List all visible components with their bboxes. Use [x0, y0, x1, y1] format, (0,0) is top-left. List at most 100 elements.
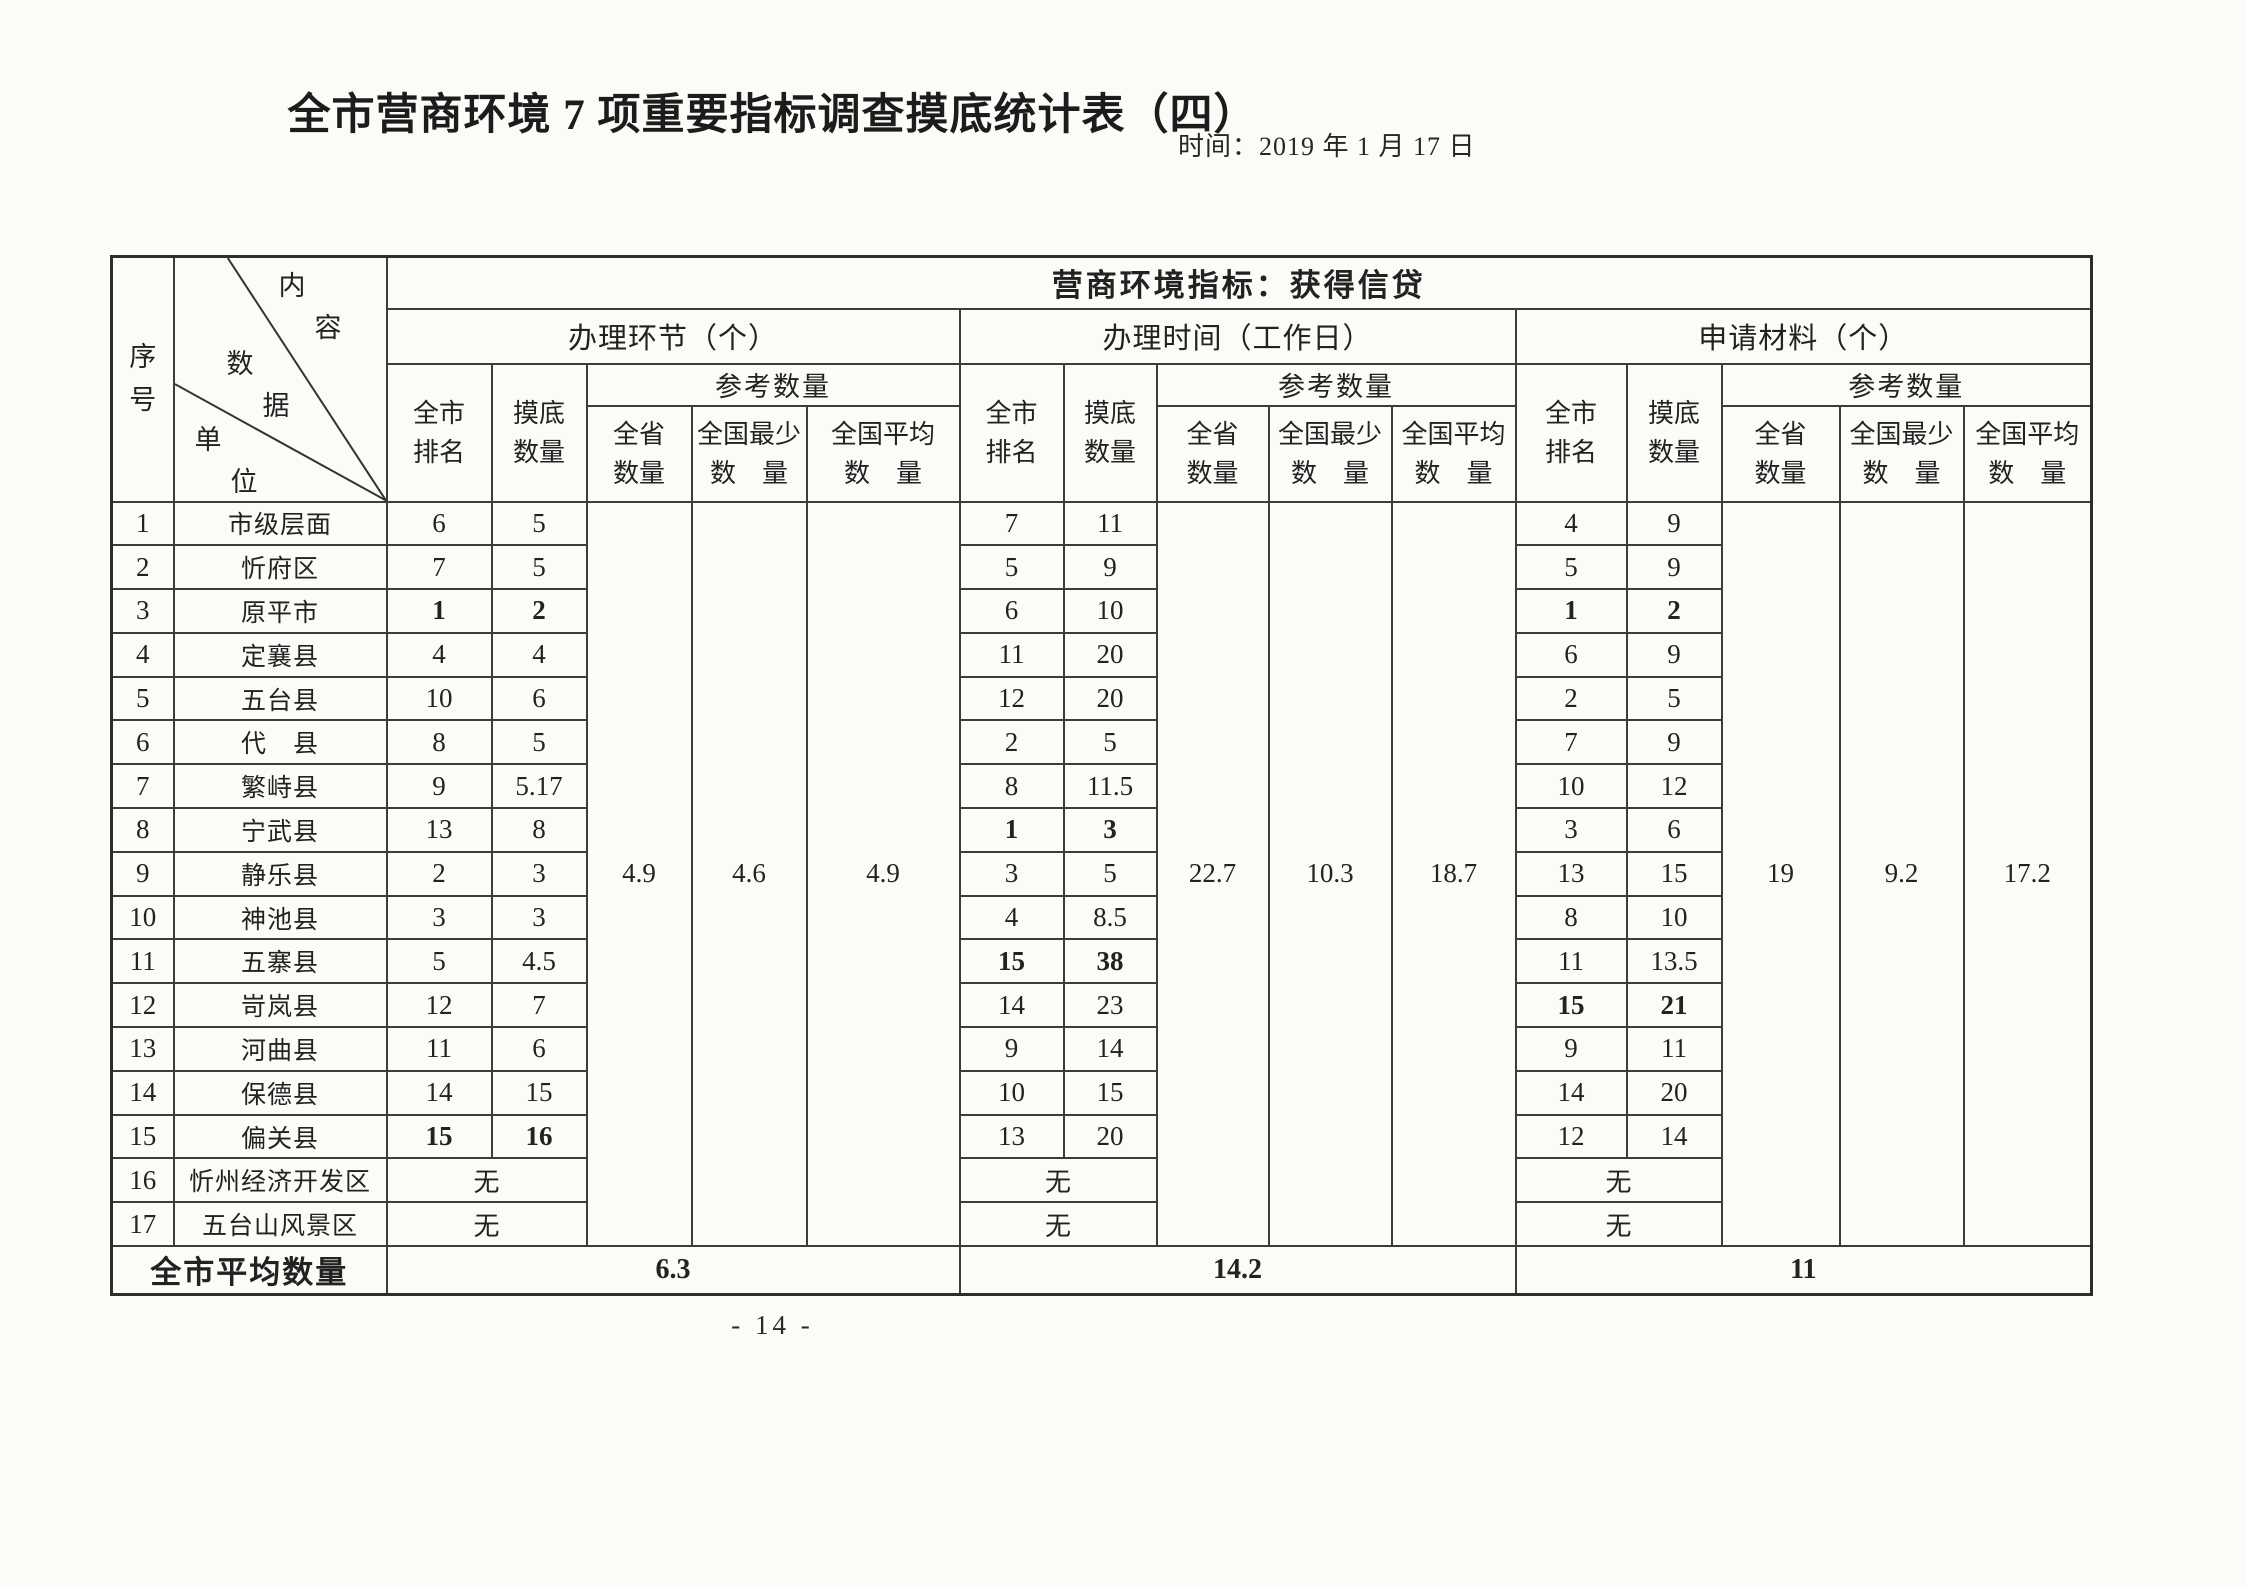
table-row: 11 五寨县 5 4.5 15 38 11 13.5: [110, 938, 2092, 985]
rank-value-cell: 8: [1514, 894, 1628, 941]
row-number-cell: 10: [110, 894, 175, 941]
col-header-city-rank: 全市 排名: [385, 362, 493, 503]
table-row: 1 市级层面 6 5 4.9 4.6 4.9 7 11 22.7 10.3 18.7 4 9 19 9.2 17…: [110, 500, 2093, 1248]
rank-value-cell: 6: [1514, 631, 1628, 678]
rank-value-cell: 13: [958, 1113, 1065, 1160]
ref-group-header: 参考数量: [1720, 362, 2093, 407]
quantity-value-cell: 5.17: [490, 763, 588, 810]
col-header-national-min: 全国最少 数 量: [1267, 404, 1393, 503]
unit-name-cell: 岢岚县: [172, 982, 388, 1029]
col-header-province-qty: 全省 数量: [1720, 404, 1841, 503]
rank-value-cell: 2: [1514, 675, 1628, 722]
rank-value-cell: 15: [958, 938, 1065, 985]
rank-value-cell: 10: [1514, 763, 1628, 810]
quantity-value-cell: 9: [1625, 500, 1723, 547]
group-header-materials: 申请材料（个）: [1514, 307, 2093, 365]
row-number-cell: 1: [110, 500, 175, 547]
header-row-refcols: 全省 数量 全国最少 数 量 全国平均 数 量 全省 数量 全国最少 数 量 全…: [112, 404, 2093, 503]
group-header-steps: 办理环节（个）: [385, 307, 961, 365]
quantity-value-cell: 3: [490, 850, 588, 897]
quantity-value-cell: 2: [1625, 588, 1723, 634]
quantity-value-cell: 3: [490, 894, 588, 941]
quantity-value-cell: 7: [490, 982, 588, 1029]
rank-value-cell: 2: [385, 850, 493, 897]
row-number-cell: 8: [110, 807, 175, 853]
quantity-value-cell: 5: [490, 719, 588, 766]
unit-name-cell: 静乐县: [172, 850, 388, 897]
quantity-value-cell: 11.5: [1062, 763, 1158, 810]
unit-name-cell: 保德县: [172, 1069, 388, 1116]
page-title: 全市营商环境 7 项重要指标调查摸底统计表（四）: [287, 92, 1258, 139]
rank-value-cell: 5: [385, 938, 493, 985]
rank-value-cell: 12: [1514, 1113, 1628, 1160]
quantity-value-cell: 20: [1062, 1113, 1158, 1160]
table-row: 10 神池县 3 3 4 8.5 8 10: [110, 894, 2092, 941]
reference-value-cell: 19: [1720, 500, 1841, 1248]
rank-value-cell: 14: [958, 982, 1065, 1029]
group-header-time: 办理时间（工作日）: [958, 307, 1517, 365]
rank-value-cell: 6: [958, 588, 1065, 634]
quantity-value-cell: 10: [1062, 588, 1158, 634]
rank-value-cell: 12: [385, 982, 493, 1029]
no-data-cell: 无: [385, 1157, 588, 1204]
statistics-table-wrapper: 序号 内容 数据 单位 营商环境指标：获得信贷 办理环节（个） 办理时间（工作日…: [110, 255, 2094, 1296]
row-number-cell: 2: [110, 544, 175, 591]
rank-value-cell: 11: [385, 1026, 493, 1072]
rank-value-cell: 11: [1514, 938, 1628, 985]
table-row: 16 忻州经济开发区无无无: [110, 1157, 2092, 1204]
unit-name-cell: 宁武县: [172, 807, 388, 853]
quantity-value-cell: 4.5: [490, 938, 588, 985]
no-data-cell: 无: [958, 1157, 1158, 1204]
unit-name-cell: 原平市: [172, 588, 388, 634]
rank-value-cell: 15: [1514, 982, 1628, 1029]
row-number-cell: 12: [110, 982, 175, 1029]
ref-group-header: 参考数量: [1155, 362, 1517, 407]
row-number-cell: 13: [110, 1026, 175, 1072]
table-row: 9 静乐县 2 3 3 5 13 15: [110, 850, 2092, 897]
average-label-cell: 全市平均数量: [110, 1245, 388, 1296]
corner-label-content: 内容: [278, 271, 342, 343]
rank-value-cell: 7: [1514, 719, 1628, 766]
col-header-province-qty: 全省 数量: [585, 404, 693, 503]
no-data-cell: 无: [1514, 1201, 1723, 1248]
rank-value-cell: 3: [1514, 807, 1628, 853]
quantity-value-cell: 8: [490, 807, 588, 853]
page-number: - 14 -: [731, 1310, 814, 1340]
rank-value-cell: 1: [958, 807, 1065, 853]
row-number-cell: 17: [110, 1201, 175, 1248]
col-header-national-avg: 全国平均 数 量: [1390, 404, 1517, 503]
reference-value-cell: 4.6: [690, 500, 808, 1248]
quantity-value-cell: 15: [1062, 1069, 1158, 1116]
table-row: 2 忻府区 7 5 5 9 5 9: [110, 544, 2092, 591]
rank-value-cell: 10: [958, 1069, 1065, 1116]
quantity-value-cell: 13.5: [1625, 938, 1723, 985]
row-number-cell: 9: [110, 850, 175, 897]
rank-value-cell: 14: [385, 1069, 493, 1116]
quantity-value-cell: 6: [490, 1026, 588, 1072]
reference-value-cell: 10.3: [1267, 500, 1393, 1248]
corner-label-data: 数据: [226, 349, 290, 421]
corner-label-unit: 单位: [194, 425, 258, 497]
quantity-value-cell: 5: [1625, 675, 1723, 722]
row-number-cell: 7: [110, 763, 175, 810]
diagonal-divider-lines: [175, 258, 386, 501]
rank-value-cell: 7: [385, 544, 493, 591]
table-row: 4 定襄县 4 4 11 20 6 9: [110, 631, 2092, 678]
unit-name-cell: 河曲县: [172, 1026, 388, 1072]
rank-value-cell: 10: [385, 675, 493, 722]
rank-value-cell: 3: [958, 850, 1065, 897]
quantity-value-cell: 10: [1625, 894, 1723, 941]
rank-value-cell: 1: [1514, 588, 1628, 634]
quantity-value-cell: 9: [1062, 544, 1158, 591]
rank-value-cell: 14: [1514, 1069, 1628, 1116]
col-header-national-min: 全国最少 数 量: [1838, 404, 1965, 503]
table-footer: 全市平均数量 6.3 14.2 11: [110, 1245, 2093, 1296]
row-number-cell: 6: [110, 719, 175, 766]
header-row-groups: 办理环节（个） 办理时间（工作日） 申请材料（个）: [112, 307, 2093, 365]
rank-value-cell: 12: [958, 675, 1065, 722]
quantity-value-cell: 12: [1625, 763, 1723, 810]
quantity-value-cell: 21: [1625, 982, 1723, 1029]
reference-value-cell: 4.9: [805, 500, 961, 1248]
col-header-national-min: 全国最少 数 量: [690, 404, 808, 503]
